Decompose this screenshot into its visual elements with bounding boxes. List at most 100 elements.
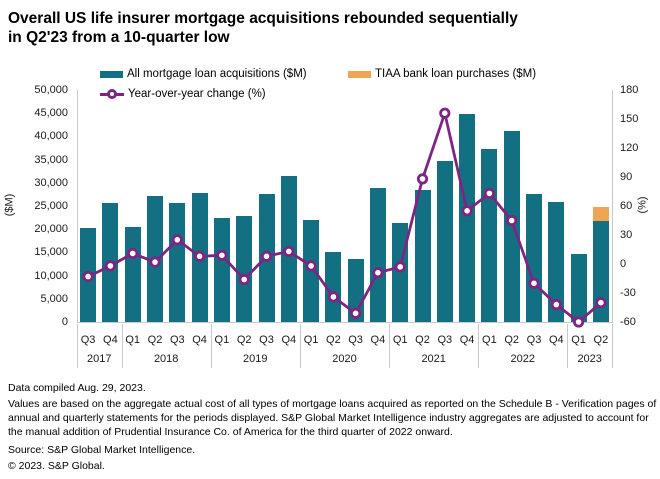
x-label-21: Q4 (548, 334, 564, 346)
right-tick-150: 150 (620, 113, 639, 125)
left-tick-25000: 25,000 (34, 200, 68, 212)
footer-copyright: © 2023. S&P Global. (8, 460, 105, 472)
bar-Q4-17 (459, 114, 476, 322)
bar-Q2-23 (592, 220, 609, 322)
footer-note: Values are based on the aggregate actual… (8, 398, 657, 438)
year-label-2023: 2023 (577, 353, 602, 365)
bar-Q2-11 (325, 251, 342, 322)
yoy-marker-7 (238, 273, 250, 286)
bar-Q1-6 (213, 218, 230, 322)
yoy-marker-10 (305, 260, 317, 272)
legend-label-tiaa: TIAA bank loan purchases ($M) (375, 68, 537, 80)
x-label-3: Q2 (147, 334, 163, 346)
yoy-line-chart (82, 107, 607, 328)
year-label-2017: 2017 (87, 353, 112, 365)
x-label-2: Q1 (125, 334, 141, 346)
yoy-marker-5 (194, 250, 206, 262)
bar-Q3-16 (436, 160, 453, 322)
yoy-marker-19 (506, 214, 518, 227)
x-label-22: Q1 (571, 334, 586, 346)
year-separator (210, 324, 212, 368)
yoy-marker-20 (528, 277, 540, 289)
yoy-marker-0 (82, 271, 94, 283)
x-label-12: Q3 (348, 334, 363, 346)
legend-label-acquisitions: All mortgage loan acquisitions ($M) (127, 68, 307, 80)
x-label-19: Q2 (504, 334, 520, 346)
yoy-marker-21 (550, 299, 562, 311)
x-label-1: Q4 (103, 334, 118, 346)
left-tick-40000: 40,000 (34, 130, 68, 143)
baseline (77, 322, 613, 323)
yoy-marker-17 (461, 205, 473, 217)
yoy-marker-3 (149, 256, 161, 268)
left-tick-10000: 10,000 (34, 269, 68, 282)
x-label-18: Q1 (482, 334, 497, 346)
right-axis-unit: (%) (636, 196, 649, 214)
left-tick-30000: 30,000 (34, 176, 68, 189)
yoy-marker-8 (260, 250, 273, 262)
yoy-marker-14 (394, 261, 406, 273)
legend-item-yoy: Year-over-year change (%) (100, 88, 266, 100)
bar-Q2-19 (503, 130, 520, 322)
left-tick-5000: 5,000 (40, 292, 68, 305)
right-tick-120: 120 (620, 142, 639, 154)
yoy-marker-6 (216, 249, 228, 261)
bar-Q3-20 (526, 193, 542, 322)
left-tick-0: 0 (61, 316, 68, 328)
right-axis-line (612, 90, 613, 322)
footer-source: Source: S&P Global Market Intelligence. (8, 444, 196, 456)
title-line-2: in Q2'23 from a 10-quarter low (8, 29, 230, 46)
yoy-marker-1 (104, 260, 117, 272)
yoy-marker-9 (283, 245, 295, 257)
yoy-marker-13 (372, 267, 384, 279)
x-label-10: Q1 (303, 334, 319, 346)
year-label-2020: 2020 (332, 353, 357, 365)
right-tick-0: 0 (620, 258, 627, 270)
right-tick--60: -60 (620, 316, 636, 328)
yoy-marker-23 (595, 297, 607, 309)
x-label-20: Q3 (526, 334, 542, 346)
left-axis-line (77, 90, 78, 322)
yoy-marker-16 (439, 107, 451, 119)
yoy-line (87, 108, 602, 324)
year-separator (612, 324, 613, 368)
bar-Q2-7 (236, 215, 253, 322)
year-label-2021: 2021 (421, 353, 446, 365)
page-title: Overall US life insurer mortgage acquisi… (8, 9, 638, 47)
year-label-2022: 2022 (510, 353, 536, 365)
footer-compiled: Data compiled Aug. 29, 2023. (8, 382, 146, 394)
bar-Q1-22 (570, 253, 587, 322)
bar-Q2-15 (414, 190, 431, 322)
legend-item-acquisitions: All mortgage loan acquisitions ($M) (100, 68, 307, 80)
year-separator (121, 324, 123, 368)
year-separator (299, 324, 301, 368)
x-label-13: Q4 (370, 334, 386, 346)
year-separator (478, 324, 480, 368)
year-separator (567, 324, 569, 368)
left-tick-20000: 20,000 (34, 223, 68, 236)
left-tick-35000: 35,000 (34, 153, 68, 166)
right-tick-30: 30 (620, 229, 633, 241)
year-separator (77, 324, 78, 368)
yoy-marker-4 (171, 234, 183, 246)
bar-Q4-21 (548, 202, 565, 322)
left-tick-15000: 15,000 (34, 246, 68, 259)
x-label-0: Q3 (80, 334, 96, 346)
left-tick-45000: 45,000 (34, 107, 68, 120)
x-label-17: Q4 (459, 334, 475, 346)
year-separator (389, 324, 391, 368)
yoy-marker-2 (127, 247, 139, 259)
right-tick-90: 90 (620, 171, 633, 183)
x-label-5: Q4 (192, 334, 207, 346)
bar-Q4-13 (369, 187, 386, 322)
year-label-2018: 2018 (153, 353, 179, 365)
yoy-marker-22 (572, 316, 585, 328)
x-label-15: Q2 (415, 334, 430, 346)
left-tick-50000: 50,000 (34, 84, 68, 96)
right-tick-60: 60 (620, 200, 633, 212)
x-label-23: Q2 (593, 334, 609, 346)
x-label-14: Q1 (392, 334, 408, 346)
year-label-2019: 2019 (243, 353, 268, 365)
yoy-marker-12 (349, 307, 362, 319)
